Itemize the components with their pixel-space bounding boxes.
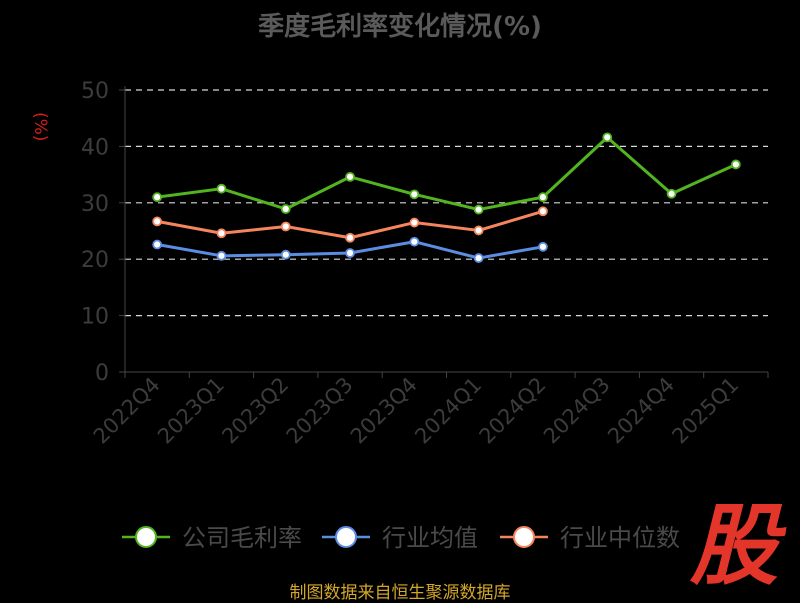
data-point (280, 249, 291, 260)
y-tick-label: 20 (81, 248, 109, 273)
data-point (345, 171, 355, 182)
legend-item: 行业均值 (322, 524, 478, 552)
data-point (538, 241, 548, 252)
data-point (216, 250, 227, 261)
data-point (216, 228, 227, 239)
x-tick-label: 2024Q3 (539, 373, 615, 449)
y-tick-label: 30 (81, 192, 109, 217)
data-point (473, 204, 484, 215)
x-tick-label: 2025Q1 (667, 373, 743, 449)
data-point (152, 239, 163, 250)
data-point (280, 221, 291, 232)
data-point (409, 217, 420, 228)
x-tick-label: 2024Q2 (475, 373, 551, 449)
brand-logo: 股 (690, 494, 779, 597)
data-point (538, 206, 548, 217)
legend-label: 行业中位数 (560, 524, 680, 552)
y-tick-label: 10 (81, 305, 109, 330)
y-tick-label: 50 (81, 79, 109, 104)
data-point (216, 183, 227, 194)
legend-label: 公司毛利率 (182, 524, 302, 552)
data-point (602, 132, 613, 143)
x-tick-label: 2024Q1 (410, 373, 486, 449)
data-point (152, 192, 163, 203)
x-tick-label: 2023Q2 (217, 373, 293, 449)
data-point (538, 192, 548, 203)
data-point (409, 189, 420, 200)
legend-marker (335, 526, 357, 548)
data-point (473, 253, 484, 263)
data-point (473, 225, 484, 236)
chart-title: 季度毛利率变化情况(%) (258, 12, 542, 42)
y-tick-label: 0 (95, 361, 109, 386)
legend-item: 行业中位数 (500, 524, 680, 552)
legend-marker (135, 526, 157, 548)
x-tick-label: 2023Q3 (282, 373, 358, 449)
legend-label: 行业均值 (382, 524, 478, 552)
x-tick-label: 2023Q4 (346, 373, 422, 449)
data-point (666, 188, 677, 199)
data-point (345, 232, 355, 243)
data-point (730, 159, 741, 170)
data-point (280, 204, 291, 214)
legend-marker (513, 526, 535, 548)
x-tick-label: 2023Q1 (153, 373, 229, 449)
data-point (409, 236, 420, 247)
y-tick-label: 40 (81, 135, 109, 160)
x-tick-label: 2024Q4 (603, 373, 679, 449)
data-point (345, 248, 355, 258)
legend-item: 公司毛利率 (122, 524, 302, 552)
series-line-0 (156, 135, 737, 212)
data-point (152, 216, 163, 227)
source-note: 制图数据来自恒生聚源数据库 (289, 583, 511, 603)
